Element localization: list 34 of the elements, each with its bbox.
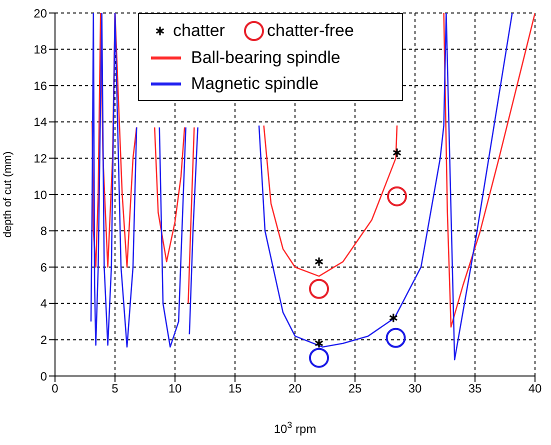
x-tick-label: 40 — [528, 382, 542, 396]
point — [392, 148, 402, 158]
x-axis-title: 10$^{3}$ rpm — [274, 420, 316, 436]
x-tick-label: 20 — [288, 382, 302, 396]
y-tick-label: 4 — [40, 296, 48, 311]
point — [386, 328, 406, 348]
y-axis-title: depth of cut (mm) — [2, 151, 14, 238]
y-tick-label: 18 — [34, 42, 48, 57]
y-tick-label: 12 — [34, 151, 48, 166]
point — [388, 312, 398, 323]
point — [314, 338, 324, 348]
legend-label: Magnetic spindle — [191, 74, 319, 94]
y-tick-label: 10 — [34, 188, 48, 202]
x-tick-label: 35 — [468, 382, 482, 396]
point — [309, 348, 329, 368]
y-tick-label: 20 — [34, 6, 48, 20]
x-tick-label: 5 — [112, 382, 119, 396]
point — [309, 278, 329, 299]
x-tick-label: 25 — [348, 382, 362, 396]
legend-label: chatter — [173, 21, 225, 41]
legend-label: chatter-free — [266, 21, 354, 41]
y-tick-label: 16 — [34, 78, 48, 93]
y-tick-label: 8 — [40, 224, 48, 238]
y-tick-label: 14 — [34, 115, 48, 130]
x-tick-label: 10 — [168, 382, 182, 396]
x-tick-label: 30 — [408, 382, 422, 396]
y-tick-label: 2 — [40, 332, 48, 347]
x-tick-label: 0 — [52, 382, 59, 396]
legend-label: Ball-bearing spindle — [191, 48, 340, 68]
point — [387, 186, 407, 206]
point — [314, 256, 324, 267]
y-tick-label: 0 — [40, 369, 48, 384]
x-tick-label: 15 — [228, 382, 242, 396]
y-tick-label: 6 — [40, 260, 48, 274]
